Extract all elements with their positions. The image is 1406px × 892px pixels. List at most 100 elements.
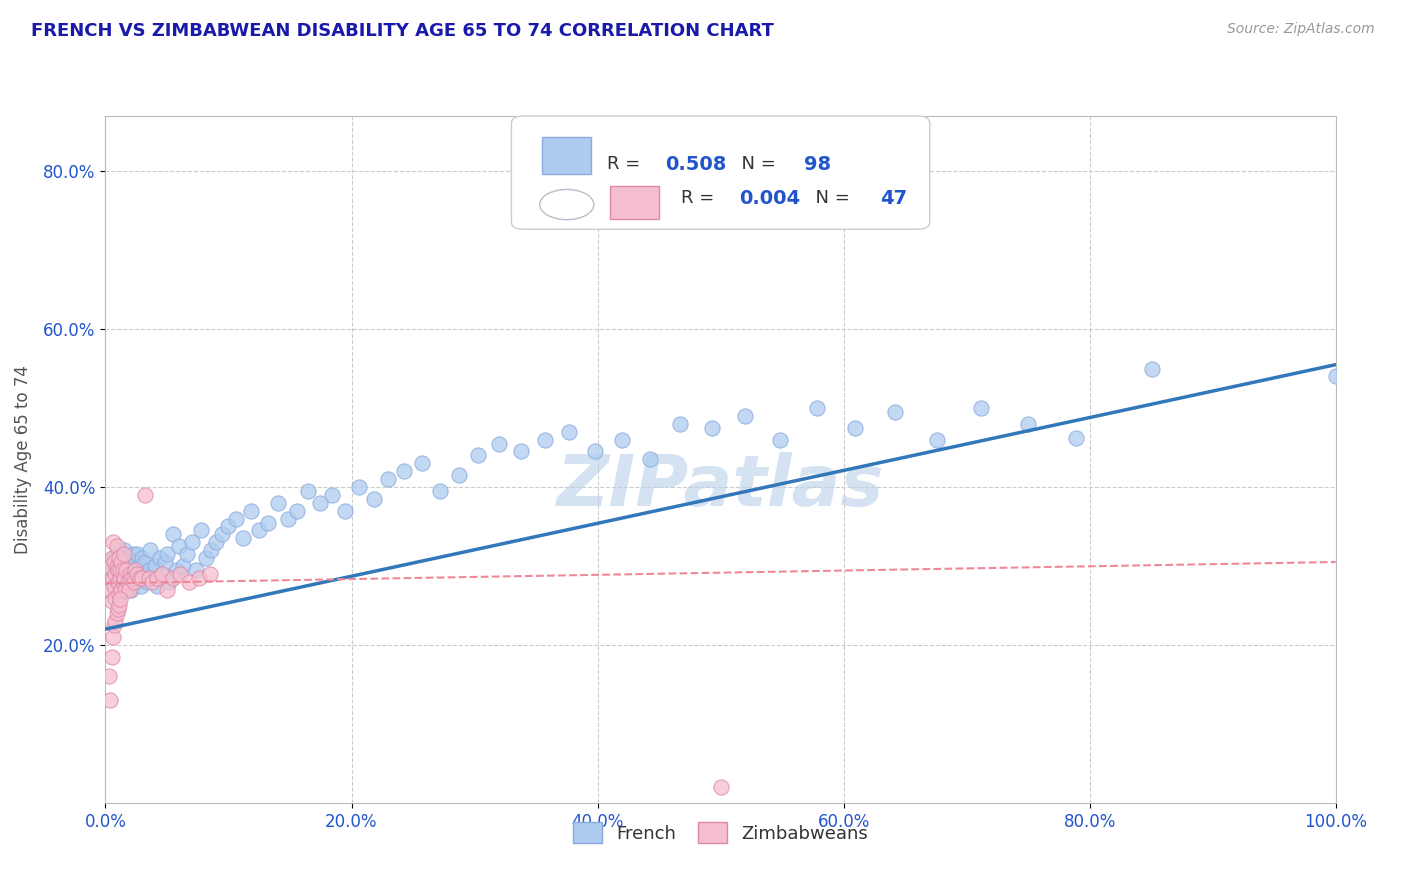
Point bbox=[98, 558, 121, 573]
Point bbox=[129, 579, 152, 593]
Point bbox=[108, 586, 131, 600]
Text: 0.004: 0.004 bbox=[740, 189, 800, 209]
Point bbox=[806, 401, 828, 415]
Point bbox=[105, 607, 128, 621]
Point bbox=[297, 483, 319, 498]
Legend: French, Zimbabweans: French, Zimbabweans bbox=[564, 814, 877, 852]
Point bbox=[176, 547, 198, 561]
Point bbox=[118, 582, 141, 597]
Point bbox=[100, 551, 122, 566]
Point bbox=[110, 555, 132, 569]
Point bbox=[138, 543, 162, 558]
Point bbox=[308, 496, 330, 510]
Point bbox=[200, 543, 222, 558]
Point bbox=[111, 563, 134, 577]
Point bbox=[110, 555, 132, 569]
Point bbox=[1064, 431, 1087, 445]
Point bbox=[159, 574, 180, 589]
Point bbox=[287, 504, 309, 518]
Point bbox=[124, 574, 146, 589]
Point bbox=[108, 551, 131, 566]
Point bbox=[132, 566, 155, 581]
Point bbox=[104, 614, 127, 628]
Point bbox=[169, 539, 191, 553]
Point bbox=[122, 574, 145, 589]
Point bbox=[103, 555, 125, 569]
Point bbox=[114, 582, 136, 597]
Point bbox=[115, 563, 138, 577]
Point bbox=[100, 594, 122, 608]
Point bbox=[103, 618, 125, 632]
Point bbox=[127, 566, 149, 581]
Point bbox=[467, 449, 489, 463]
Point bbox=[128, 571, 150, 585]
Point bbox=[162, 527, 184, 541]
Point bbox=[411, 456, 433, 470]
Point bbox=[141, 574, 163, 589]
Point bbox=[1142, 361, 1164, 376]
Point bbox=[134, 555, 156, 569]
Point bbox=[112, 543, 135, 558]
Point bbox=[153, 555, 176, 569]
Point bbox=[125, 563, 148, 577]
Point bbox=[118, 551, 141, 566]
Point bbox=[447, 468, 470, 483]
Point bbox=[198, 566, 221, 581]
Circle shape bbox=[540, 189, 593, 219]
Point bbox=[188, 571, 211, 585]
Point bbox=[143, 558, 166, 573]
Point bbox=[117, 579, 139, 593]
Point bbox=[108, 599, 131, 613]
Point bbox=[769, 433, 792, 447]
Point bbox=[121, 547, 143, 561]
Text: R =: R = bbox=[682, 189, 720, 208]
Point bbox=[117, 566, 139, 581]
Point bbox=[100, 563, 122, 577]
Point bbox=[136, 574, 159, 589]
Point bbox=[844, 421, 866, 435]
Point bbox=[232, 532, 254, 546]
Point bbox=[710, 780, 733, 794]
Point bbox=[321, 488, 343, 502]
Point bbox=[115, 558, 138, 573]
Point bbox=[110, 566, 132, 581]
Point bbox=[394, 464, 416, 478]
Point bbox=[108, 586, 131, 600]
Point bbox=[218, 519, 240, 533]
Point bbox=[166, 563, 188, 577]
Point bbox=[190, 524, 212, 538]
Point bbox=[150, 566, 173, 581]
Point bbox=[172, 558, 194, 573]
Point bbox=[98, 582, 122, 597]
Point bbox=[98, 693, 122, 707]
Text: N =: N = bbox=[804, 189, 856, 208]
Point bbox=[120, 571, 142, 585]
Point bbox=[669, 417, 692, 431]
Point bbox=[100, 649, 122, 664]
Point bbox=[610, 433, 633, 447]
Point bbox=[104, 566, 127, 581]
Point bbox=[107, 574, 129, 589]
Point bbox=[156, 547, 179, 561]
Text: N =: N = bbox=[731, 155, 782, 173]
Point bbox=[105, 558, 128, 573]
Point bbox=[267, 496, 290, 510]
Point bbox=[146, 579, 169, 593]
Point bbox=[110, 571, 132, 585]
Point bbox=[105, 563, 128, 577]
Point bbox=[186, 563, 208, 577]
Point bbox=[156, 582, 179, 597]
Point bbox=[257, 516, 280, 530]
Point bbox=[488, 436, 510, 450]
Point bbox=[104, 579, 127, 593]
Point bbox=[150, 566, 173, 581]
Point bbox=[377, 472, 399, 486]
Point bbox=[533, 433, 555, 447]
Text: 98: 98 bbox=[804, 155, 831, 174]
Point bbox=[583, 444, 606, 458]
Point bbox=[98, 669, 121, 683]
Point bbox=[111, 571, 134, 585]
Point bbox=[138, 571, 160, 585]
Point bbox=[700, 421, 723, 435]
Point bbox=[131, 551, 153, 566]
